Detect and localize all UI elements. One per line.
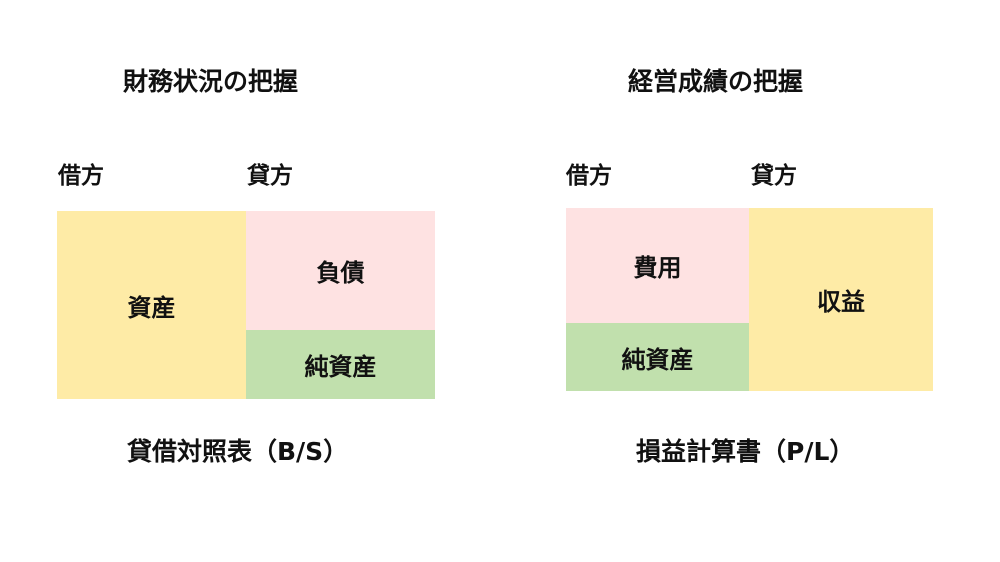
pl-revenue-box: 収益 (749, 208, 933, 391)
pl-credit-label: 貸方 (751, 163, 797, 189)
pl-expenses-label: 費用 (633, 254, 682, 282)
pl-expenses-box: 費用 (566, 208, 749, 323)
pl-caption: 損益計算書（P/L） (636, 437, 855, 466)
bs-liabilities-label: 負債 (316, 259, 365, 287)
bs-net-assets-box: 純資産 (246, 330, 435, 399)
bs-assets-box: 資産 (57, 211, 246, 399)
pl-net-assets-label: 純資産 (621, 345, 694, 374)
bs-caption: 貸借対照表（B/S） (127, 437, 349, 466)
pl-title: 経営成績の把握 (628, 67, 804, 96)
bs-net-assets-label: 純資産 (304, 353, 377, 381)
pl-debit-label: 借方 (566, 163, 612, 189)
bs-credit-label: 貸方 (247, 163, 293, 189)
pl-revenue-label: 収益 (817, 288, 865, 316)
pl-net-assets-box: 純資産 (566, 323, 749, 391)
bs-debit-label: 借方 (58, 163, 104, 189)
bs-liabilities-box: 負債 (246, 211, 435, 330)
bs-assets-label: 資産 (127, 293, 176, 322)
bs-title: 財務状況の把握 (123, 67, 299, 96)
